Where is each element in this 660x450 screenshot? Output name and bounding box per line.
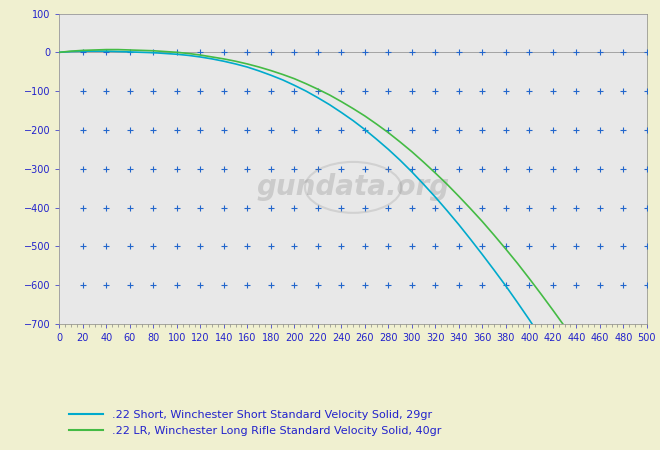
Legend: .22 Short, Winchester Short Standard Velocity Solid, 29gr, .22 LR, Winchester Lo: .22 Short, Winchester Short Standard Vel… xyxy=(65,405,446,440)
Text: gundata.org: gundata.org xyxy=(257,173,449,202)
